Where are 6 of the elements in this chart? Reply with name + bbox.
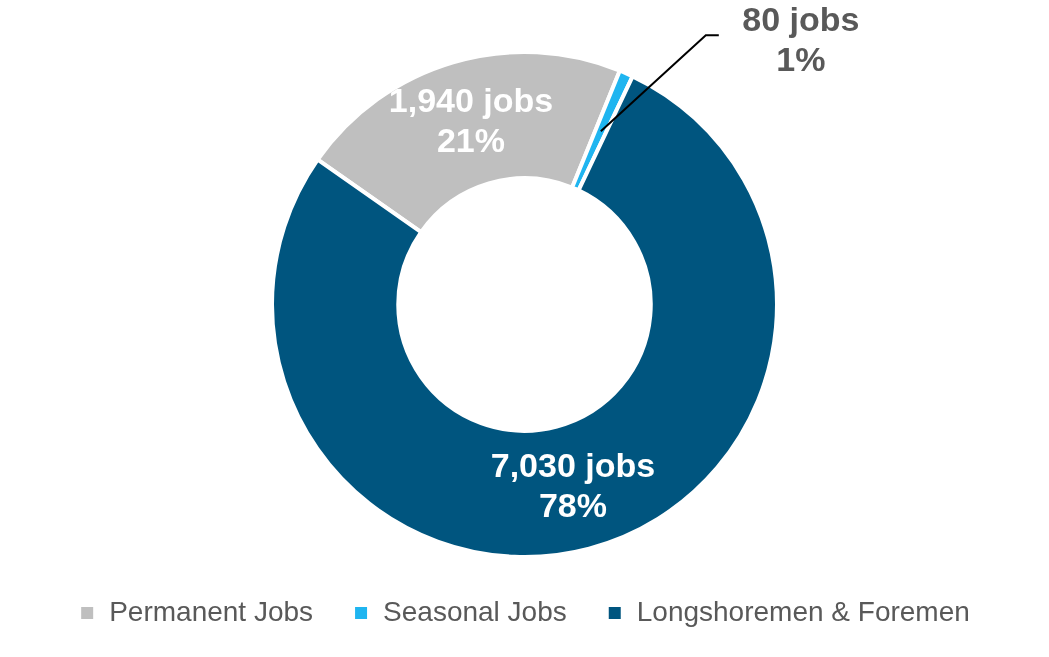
legend-label: Seasonal Jobs xyxy=(383,595,567,627)
data-label: 80 jobs 1% xyxy=(742,0,860,78)
data-label: 1,940 jobs 21% xyxy=(388,81,554,160)
legend-label: Longshoremen & Foremen xyxy=(636,595,970,627)
legend-label: Permanent Jobs xyxy=(109,595,314,627)
data-label: 7,030 jobs 78% xyxy=(490,445,656,524)
